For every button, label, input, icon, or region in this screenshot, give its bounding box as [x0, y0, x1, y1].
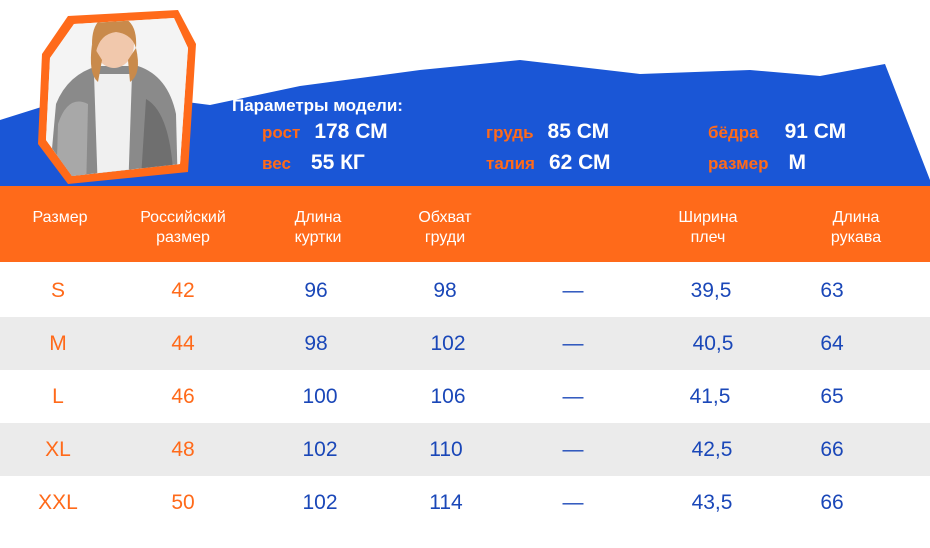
table-row: XXL 50 102 114 — 43,5 66 — [0, 476, 930, 529]
header-shoulder-width: Ширина плеч — [678, 209, 738, 246]
cell-shoulder: 40,5 — [692, 331, 734, 355]
cell-shoulder: 43,5 — [691, 490, 733, 514]
param-value: M — [788, 151, 807, 174]
cell-chest: 110 — [429, 437, 463, 461]
header-russian-size: Российский размер — [140, 209, 226, 246]
cell-sleeve: 63 — [820, 278, 844, 302]
cell-ru-size: 44 — [171, 331, 195, 355]
param-value: 55 КГ — [310, 151, 365, 174]
cell-sleeve: 64 — [820, 331, 844, 355]
header-sleeve-length: Длина рукава — [830, 209, 882, 246]
size-table: S 42 96 98 — 39,5 63 M 44 98 102 — 40,5 … — [0, 262, 930, 548]
cell-size: XL — [45, 437, 71, 461]
param-waist: талия 62 СМ — [486, 151, 611, 175]
model-params-title: Параметры модели: — [232, 96, 403, 115]
cell-ru-size: 48 — [171, 437, 195, 461]
param-key: размер — [708, 154, 769, 173]
table-row: S 42 96 98 — 39,5 63 — [0, 264, 930, 317]
header-chest: Обхват груди — [418, 209, 472, 246]
cell-dash: — — [562, 278, 584, 302]
header-size: Размер — [32, 209, 88, 226]
mountain-shape — [0, 60, 930, 186]
param-value: 91 СМ — [784, 120, 847, 143]
cell-shoulder: 41,5 — [689, 384, 731, 408]
cell-ru-size: 50 — [171, 490, 195, 514]
param-key: вес — [262, 154, 291, 173]
cell-ru-size: 42 — [171, 278, 195, 302]
cell-dash: — — [562, 490, 584, 514]
param-hips: бёдра 91 СМ — [708, 120, 846, 144]
cell-length: 102 — [302, 490, 338, 514]
cell-length: 102 — [302, 437, 338, 461]
cell-chest: 98 — [433, 278, 457, 302]
param-key: рост — [262, 123, 301, 142]
param-value: 178 СМ — [314, 120, 388, 143]
cell-chest: 114 — [429, 490, 463, 514]
cell-length: 98 — [304, 331, 328, 355]
table-row: XL 48 102 110 — 42,5 66 — [0, 423, 930, 476]
cell-size: L — [52, 384, 64, 408]
table-row: M 44 98 102 — 40,5 64 — [0, 317, 930, 370]
cell-sleeve: 66 — [820, 490, 844, 514]
cell-chest: 102 — [430, 331, 466, 355]
param-value: 62 СМ — [548, 151, 611, 174]
cell-ru-size: 46 — [171, 384, 195, 408]
header-jacket-length: Длина куртки — [294, 209, 342, 246]
param-size: размер M — [708, 151, 806, 175]
param-key: талия — [486, 154, 535, 173]
cell-shoulder: 42,5 — [691, 437, 733, 461]
param-weight: вес 55 КГ — [262, 151, 365, 175]
cell-dash: — — [562, 331, 584, 355]
param-key: бёдра — [708, 123, 759, 142]
cell-size: M — [49, 331, 67, 355]
cell-size: S — [50, 278, 66, 302]
cell-length: 96 — [304, 278, 328, 302]
model-photo — [28, 4, 198, 194]
cell-length: 100 — [302, 384, 338, 408]
cell-dash: — — [562, 384, 584, 408]
param-height: рост 178 СМ — [262, 120, 388, 144]
param-key: грудь — [486, 123, 534, 142]
cell-chest: 106 — [430, 384, 466, 408]
cell-shoulder: 39,5 — [690, 278, 732, 302]
table-row: L 46 100 106 — 41,5 65 — [0, 370, 930, 423]
banner — [0, 0, 930, 186]
cell-dash: — — [562, 437, 584, 461]
table-header: Размер Российский размер Длина куртки Об… — [0, 186, 930, 262]
cell-sleeve: 65 — [820, 384, 844, 408]
cell-size: XXL — [38, 490, 78, 514]
cell-sleeve: 66 — [820, 437, 844, 461]
param-value: 85 СМ — [547, 120, 610, 143]
param-chest: грудь 85 СМ — [486, 120, 609, 144]
